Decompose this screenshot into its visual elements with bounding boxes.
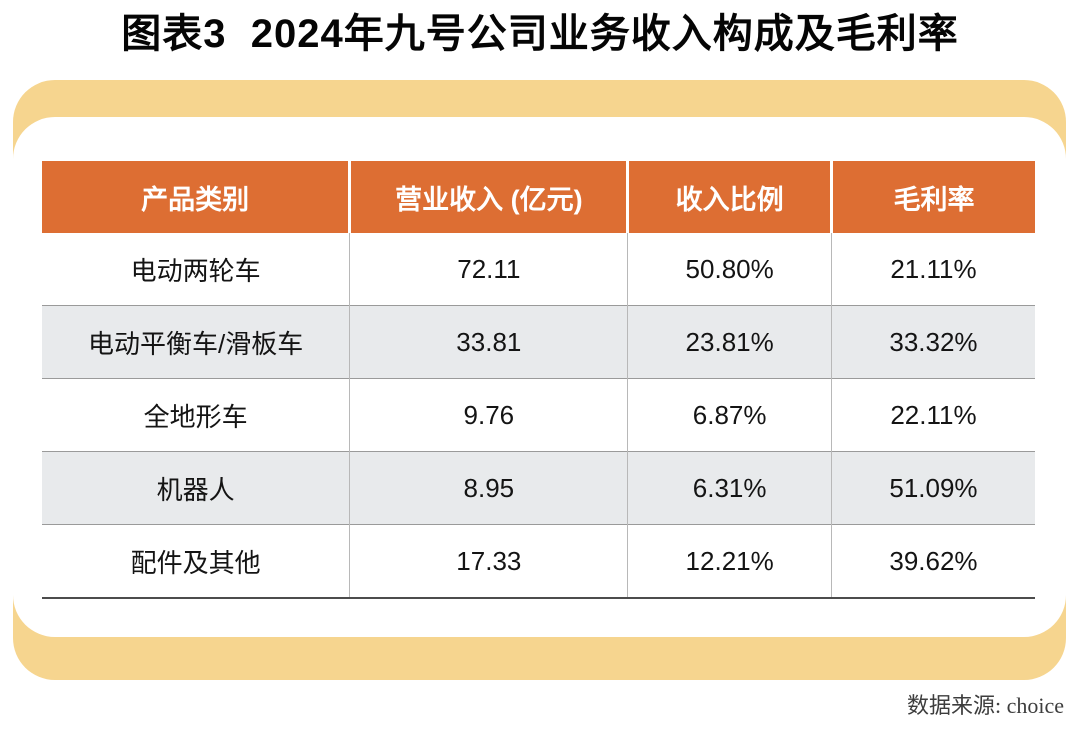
cell-product: 电动两轮车 <box>42 233 351 306</box>
table-row: 电动两轮车 72.11 50.80% 21.11% <box>42 233 1035 306</box>
col-header-product-category: 产品类别 <box>42 161 352 233</box>
cell-revenue: 8.95 <box>349 451 629 525</box>
cell-margin: 51.09% <box>831 451 1035 525</box>
table-row: 机器人 8.95 6.31% 51.09% <box>42 451 1035 525</box>
table-row: 配件及其他 17.33 12.21% 39.62% <box>42 524 1035 599</box>
col-header-revenue-share: 收入比例 <box>627 161 833 233</box>
cell-share: 6.87% <box>627 378 832 452</box>
cell-margin: 39.62% <box>831 524 1035 599</box>
header-row: 产品类别 营业收入 (亿元) 收入比例 毛利率 <box>42 161 1035 233</box>
figure-title: 图表3 2024年九号公司业务收入构成及毛利率 <box>121 12 959 56</box>
cell-product: 电动平衡车/滑板车 <box>42 305 351 379</box>
cell-margin: 21.11% <box>831 233 1035 306</box>
col-header-gross-margin: 毛利率 <box>831 161 1035 233</box>
table-row: 全地形车 9.76 6.87% 22.11% <box>42 378 1035 452</box>
cell-product: 配件及其他 <box>42 524 351 599</box>
table-row: 电动平衡车/滑板车 33.81 23.81% 33.32% <box>42 305 1035 379</box>
cell-margin: 22.11% <box>831 378 1035 452</box>
cell-revenue: 9.76 <box>349 378 629 452</box>
cell-margin: 33.32% <box>831 305 1035 379</box>
revenue-table: 产品类别 营业收入 (亿元) 收入比例 毛利率 电动两轮车 72.11 50.8… <box>42 161 1035 599</box>
cell-revenue: 17.33 <box>349 524 629 599</box>
data-source-note: 数据来源: choice <box>906 693 1064 718</box>
cell-revenue: 72.11 <box>349 233 629 306</box>
col-header-revenue: 营业收入 (亿元) <box>349 161 630 233</box>
cell-product: 全地形车 <box>42 378 351 452</box>
cell-share: 50.80% <box>627 233 832 306</box>
cell-share: 12.21% <box>627 524 832 599</box>
cell-revenue: 33.81 <box>349 305 629 379</box>
cell-product: 机器人 <box>42 451 351 525</box>
cell-share: 6.31% <box>627 451 832 525</box>
cell-share: 23.81% <box>627 305 832 379</box>
